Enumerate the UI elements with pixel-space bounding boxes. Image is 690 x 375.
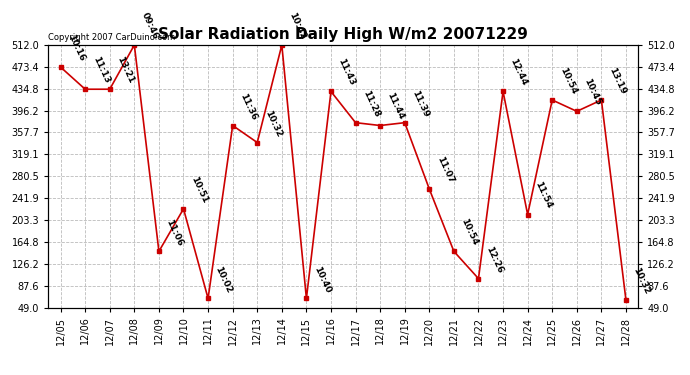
Text: 11:39: 11:39 (411, 88, 431, 118)
Text: 11:28: 11:28 (361, 89, 382, 118)
Text: 11:13: 11:13 (90, 55, 111, 85)
Text: 13:19: 13:19 (607, 66, 627, 96)
Text: 09:46: 09:46 (140, 11, 160, 41)
Text: 12:44: 12:44 (509, 57, 529, 87)
Text: 11:43: 11:43 (337, 57, 357, 87)
Text: 10:32: 10:32 (631, 266, 652, 296)
Text: 11:54: 11:54 (533, 180, 553, 210)
Text: 12:26: 12:26 (484, 244, 504, 274)
Text: 10:51: 10:51 (189, 175, 209, 205)
Text: Copyright 2007 CarDuino.com: Copyright 2007 CarDuino.com (48, 33, 175, 42)
Text: 10:42: 10:42 (287, 11, 308, 41)
Text: 10:54: 10:54 (460, 217, 480, 247)
Text: 11:36: 11:36 (238, 92, 259, 122)
Text: 10:45: 10:45 (582, 77, 602, 107)
Text: 10:32: 10:32 (263, 109, 283, 138)
Text: 11:06: 11:06 (164, 217, 185, 247)
Text: 10:40: 10:40 (312, 265, 332, 294)
Text: 13:21: 13:21 (115, 55, 135, 85)
Text: 10:54: 10:54 (558, 66, 578, 96)
Text: 10:16: 10:16 (66, 33, 86, 63)
Title: Solar Radiation Daily High W/m2 20071229: Solar Radiation Daily High W/m2 20071229 (158, 27, 529, 42)
Text: 11:07: 11:07 (435, 155, 455, 185)
Text: 10:02: 10:02 (214, 265, 234, 294)
Text: 11:44: 11:44 (386, 92, 406, 122)
